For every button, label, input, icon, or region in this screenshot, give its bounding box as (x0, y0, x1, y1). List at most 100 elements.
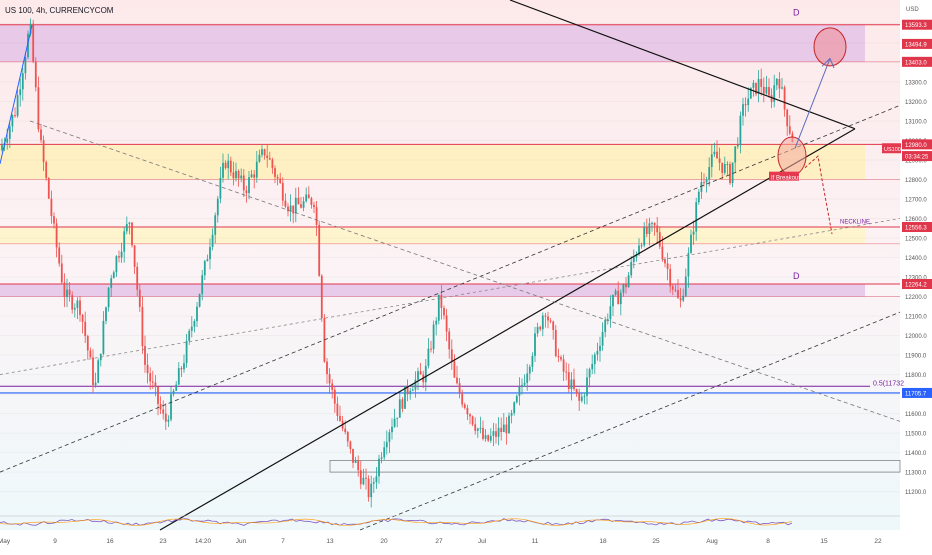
candle-body (84, 321, 87, 337)
candle-body (50, 198, 53, 217)
candle-body (560, 357, 562, 360)
candle-body (734, 146, 737, 163)
candle-body (328, 374, 331, 384)
candle-body (570, 379, 573, 390)
price-tag-value: 13403.0 (905, 60, 927, 66)
candle-body (768, 87, 770, 96)
candle-body (339, 415, 341, 421)
candle-body (183, 363, 185, 370)
candle-body (440, 294, 443, 308)
candle-body (268, 158, 271, 160)
candle-body (500, 427, 503, 432)
y-tick-label: 11200.0 (905, 490, 927, 496)
candle-body (531, 355, 534, 367)
candle-body (32, 23, 35, 62)
candle-body (8, 126, 11, 139)
candle-body (349, 441, 352, 449)
candle-body (552, 321, 555, 330)
candle-body (68, 289, 71, 296)
ascending-trendline (159, 128, 856, 531)
price-tag (902, 19, 932, 30)
candle-body (651, 222, 653, 224)
candle-body (261, 149, 263, 155)
y-tick-label: 12800.0 (905, 178, 927, 184)
candle-body (380, 457, 383, 459)
candle-body (107, 287, 110, 308)
candle-body (414, 379, 417, 390)
candle-body (742, 104, 744, 116)
candle-body (289, 205, 292, 212)
candle-body (123, 231, 126, 252)
candle-body (599, 345, 601, 351)
candle-body (76, 300, 79, 308)
candle-body (736, 144, 739, 147)
candle-body (398, 399, 401, 418)
candle-body (518, 386, 521, 396)
candle-body (765, 87, 768, 94)
y-tick-label: 12600.0 (905, 217, 927, 223)
x-tick-label: Jul (478, 538, 487, 545)
price-tag (902, 56, 932, 67)
target-arrow-line (794, 58, 831, 149)
candle-body (55, 223, 58, 248)
price-tag-value: 13593.3 (905, 23, 927, 29)
candle-body (710, 154, 713, 168)
candle-body (222, 162, 224, 178)
candle-body (718, 158, 721, 163)
candle-body (773, 85, 776, 102)
price-tag-value: 11705.7 (905, 391, 927, 397)
candle-body (583, 395, 586, 397)
candle-body (89, 350, 92, 358)
candle-body (721, 162, 724, 173)
mid-zone (0, 144, 865, 180)
candle-body (679, 297, 682, 301)
candle-body (118, 256, 120, 258)
candle-body (318, 224, 321, 276)
candle-body (648, 223, 651, 234)
candle-body (469, 414, 471, 417)
candle-body (762, 86, 765, 94)
candle-body (656, 225, 659, 233)
candle-body (757, 79, 760, 95)
candle-body (73, 307, 76, 310)
candle-body (619, 292, 622, 305)
candle-body (42, 140, 45, 163)
candle-body (690, 234, 692, 253)
y-tick-label: 13100.0 (905, 119, 927, 125)
candle-body (201, 275, 204, 294)
candle-body (492, 431, 495, 436)
descending-trendline (509, 0, 856, 130)
candle-body (448, 331, 451, 350)
target-circle (813, 27, 847, 67)
candle-body (471, 416, 474, 425)
candle-body (193, 321, 196, 327)
candle-body (232, 172, 235, 179)
candle-body (708, 167, 711, 180)
candle-body (482, 427, 484, 439)
x-tick-label: 20 (380, 538, 388, 545)
x-tick-label: Jun (236, 538, 247, 545)
candle-body (453, 361, 456, 378)
y-tick-label: 12100.0 (905, 315, 927, 321)
candle-body (716, 151, 718, 159)
drawings-layer: D D NECKLINE 0.5(11732 If Breakout (0, 0, 904, 531)
candle-body (695, 202, 698, 232)
candle-body (635, 254, 638, 258)
candle-body (58, 247, 61, 264)
candle-body (388, 432, 391, 442)
candle-body (302, 201, 305, 208)
price-tag-value: 03:34:25 (905, 155, 929, 161)
candle-body (378, 458, 380, 477)
candle-body (580, 396, 583, 401)
candle-body (547, 316, 549, 321)
candle-body (640, 245, 643, 247)
candle-body (534, 333, 536, 356)
candle-body (40, 129, 42, 141)
candle-body (313, 204, 315, 208)
price-tag-value: 12556.3 (905, 226, 927, 232)
candle-body (630, 261, 633, 276)
price-axis-background (900, 0, 932, 550)
candle-body (729, 164, 731, 184)
candle-body (359, 470, 362, 485)
left-trend-segment (0, 25, 33, 164)
